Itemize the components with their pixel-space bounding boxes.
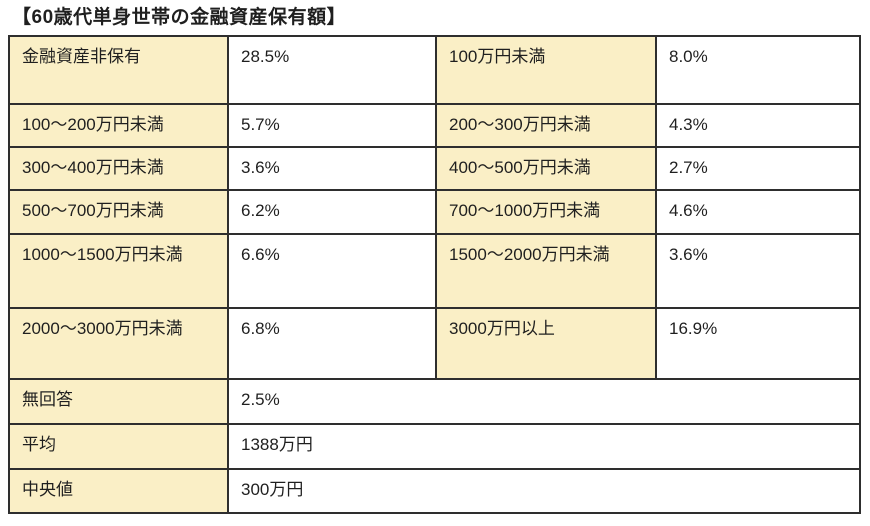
table-row: 金融資産非保有 28.5% 100万円未満 8.0% [8, 35, 861, 105]
category-cell: 100万円未満 [435, 35, 657, 105]
category-cell: 無回答 [8, 378, 229, 425]
value-cell: 6.2% [227, 189, 437, 235]
category-cell: 100〜200万円未満 [8, 103, 229, 148]
category-cell: 3000万円以上 [435, 307, 657, 380]
category-cell: 700〜1000万円未満 [435, 189, 657, 235]
category-cell: 金融資産非保有 [8, 35, 229, 105]
value-cell: 4.6% [655, 189, 861, 235]
value-cell: 6.6% [227, 233, 437, 309]
category-cell: 400〜500万円未満 [435, 146, 657, 191]
table-row: 平均 1388万円 [8, 423, 861, 470]
value-cell: 28.5% [227, 35, 437, 105]
value-cell: 2.5% [227, 378, 861, 425]
category-cell: 1000〜1500万円未満 [8, 233, 229, 309]
page-title: 【60歳代単身世帯の金融資産保有額】 [12, 7, 347, 28]
value-cell: 4.3% [655, 103, 861, 148]
value-cell: 1388万円 [227, 423, 861, 470]
table-row: 300〜400万円未満 3.6% 400〜500万円未満 2.7% [8, 146, 861, 191]
table-row: 1000〜1500万円未満 6.6% 1500〜2000万円未満 3.6% [8, 233, 861, 309]
value-cell: 3.6% [655, 233, 861, 309]
value-cell: 5.7% [227, 103, 437, 148]
table-row: 500〜700万円未満 6.2% 700〜1000万円未満 4.6% [8, 189, 861, 235]
value-cell: 3.6% [227, 146, 437, 191]
category-cell: 200〜300万円未満 [435, 103, 657, 148]
category-cell: 2000〜3000万円未満 [8, 307, 229, 380]
table-row: 2000〜3000万円未満 6.8% 3000万円以上 16.9% [8, 307, 861, 380]
table-row: 中央値 300万円 [8, 468, 861, 514]
value-cell: 2.7% [655, 146, 861, 191]
category-cell: 1500〜2000万円未満 [435, 233, 657, 309]
document-page: 【60歳代単身世帯の金融資産保有額】 金融資産非保有 28.5% 100万円未満… [8, 7, 861, 514]
value-cell: 16.9% [655, 307, 861, 380]
value-cell: 300万円 [227, 468, 861, 514]
financial-assets-table: 金融資産非保有 28.5% 100万円未満 8.0% 100〜200万円未満 5… [8, 35, 861, 514]
value-cell: 6.8% [227, 307, 437, 380]
category-cell: 中央値 [8, 468, 229, 514]
table-row: 100〜200万円未満 5.7% 200〜300万円未満 4.3% [8, 103, 861, 148]
category-cell: 500〜700万円未満 [8, 189, 229, 235]
table-row: 無回答 2.5% [8, 378, 861, 425]
category-cell: 300〜400万円未満 [8, 146, 229, 191]
value-cell: 8.0% [655, 35, 861, 105]
category-cell: 平均 [8, 423, 229, 470]
